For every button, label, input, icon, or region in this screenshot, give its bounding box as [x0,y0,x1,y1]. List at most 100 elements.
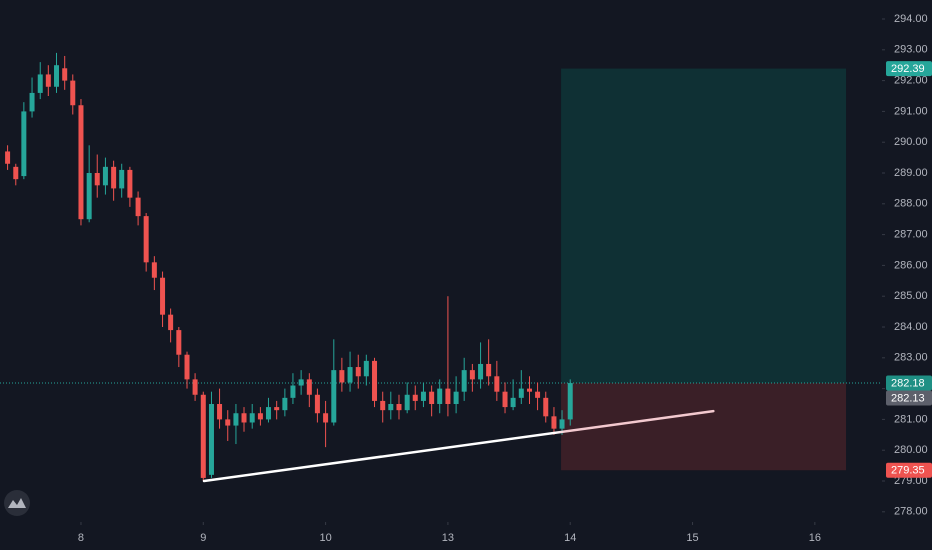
candle-body [5,151,11,164]
price-tag [886,375,932,391]
candle-body [143,216,149,263]
candle-body [127,169,133,198]
candle-body [420,391,426,401]
trendline [202,409,715,483]
candle-body [176,330,182,355]
candle-body [372,360,378,401]
candle-body [437,388,443,405]
candle-body [37,74,43,93]
candle-body [13,166,19,180]
candle-body [314,394,320,414]
candle-body [62,68,68,81]
candle-body [257,413,263,420]
candle-body [86,173,92,220]
candle-body [70,80,76,106]
candle-body [347,367,353,383]
price-axis: 278.00279.00280.00281.00282.00283.00284.… [78,13,932,544]
x-tick-label: 8 [78,532,84,544]
candle-body [478,363,484,380]
y-tick-label: 280.00 [894,444,928,456]
y-tick-label: 292.00 [894,75,928,87]
candle-body [363,360,369,377]
y-tick-label: 281.00 [894,413,928,425]
candle-body [274,407,280,411]
price-tag-label: 292.39 [891,63,925,75]
candle-body [192,379,198,395]
price-tag [886,61,932,77]
candle-body [225,419,231,426]
candle-body [111,166,117,189]
candle-body [331,370,337,423]
candle-body [290,385,296,398]
candle-body [494,376,500,392]
logo-circle[interactable] [4,490,30,516]
price-tag [886,462,932,478]
candle-body [388,404,394,411]
candle-body [119,169,125,189]
x-tick-label: 14 [564,532,576,544]
y-tick-label: 279.00 [894,475,928,487]
candle-body [380,400,386,411]
y-tick-label: 288.00 [894,198,928,210]
candle-body [94,173,100,186]
candle-body [567,383,573,420]
candle-body [241,413,247,423]
candle-body [233,413,239,426]
candle-body [502,391,508,408]
candle-body [445,388,451,405]
candle-body [45,74,51,87]
candle-body [54,65,60,87]
candle-body [160,277,166,315]
y-tick-label: 283.00 [894,352,928,364]
y-tick-label: 294.00 [894,13,928,25]
plot-area [0,52,882,483]
candle-body [486,363,492,377]
logo[interactable] [4,490,30,516]
candle-body [412,394,418,401]
candle-body [543,397,549,417]
y-tick-label: 293.00 [894,44,928,56]
x-tick-label: 13 [442,532,454,544]
candle-body [29,92,35,112]
candle-body [151,262,157,278]
x-tick-label: 10 [319,532,331,544]
y-tick-label: 285.00 [894,290,928,302]
candle-body [168,314,174,331]
y-tick-label: 289.00 [894,167,928,179]
candle-body [102,166,108,186]
candle-body [208,404,214,475]
candle-body [429,391,435,405]
candle-body [535,391,541,398]
candle-body [184,354,190,380]
y-tick-label: 290.00 [894,136,928,148]
candle-body [518,388,524,398]
candle-body [339,370,345,383]
candle-body [461,370,467,392]
candle-body [78,105,84,220]
candle-body [404,394,410,411]
y-tick-label: 284.00 [894,321,928,333]
candle-body [249,413,255,423]
candle-body [282,397,288,411]
y-tick-label: 291.00 [894,105,928,117]
price-tag-label: 282.18 [891,377,925,389]
candle-body [355,367,361,377]
candle-body [510,397,516,408]
price-tag-label: 279.35 [891,465,925,477]
candle-body [21,111,27,177]
candle-body [200,394,206,478]
candle-body [135,197,141,217]
candle-body [265,407,271,420]
y-tick-label: 287.00 [894,229,928,241]
candle-body [298,379,304,386]
candle-body [526,388,532,392]
y-tick-label: 278.00 [894,506,928,518]
candle-body [306,379,312,395]
price-tag [886,390,932,406]
profit-zone [561,68,847,384]
logo-icon[interactable] [8,498,26,508]
candle-body [559,419,565,429]
candle-body [453,391,459,405]
candle-body [323,413,329,423]
